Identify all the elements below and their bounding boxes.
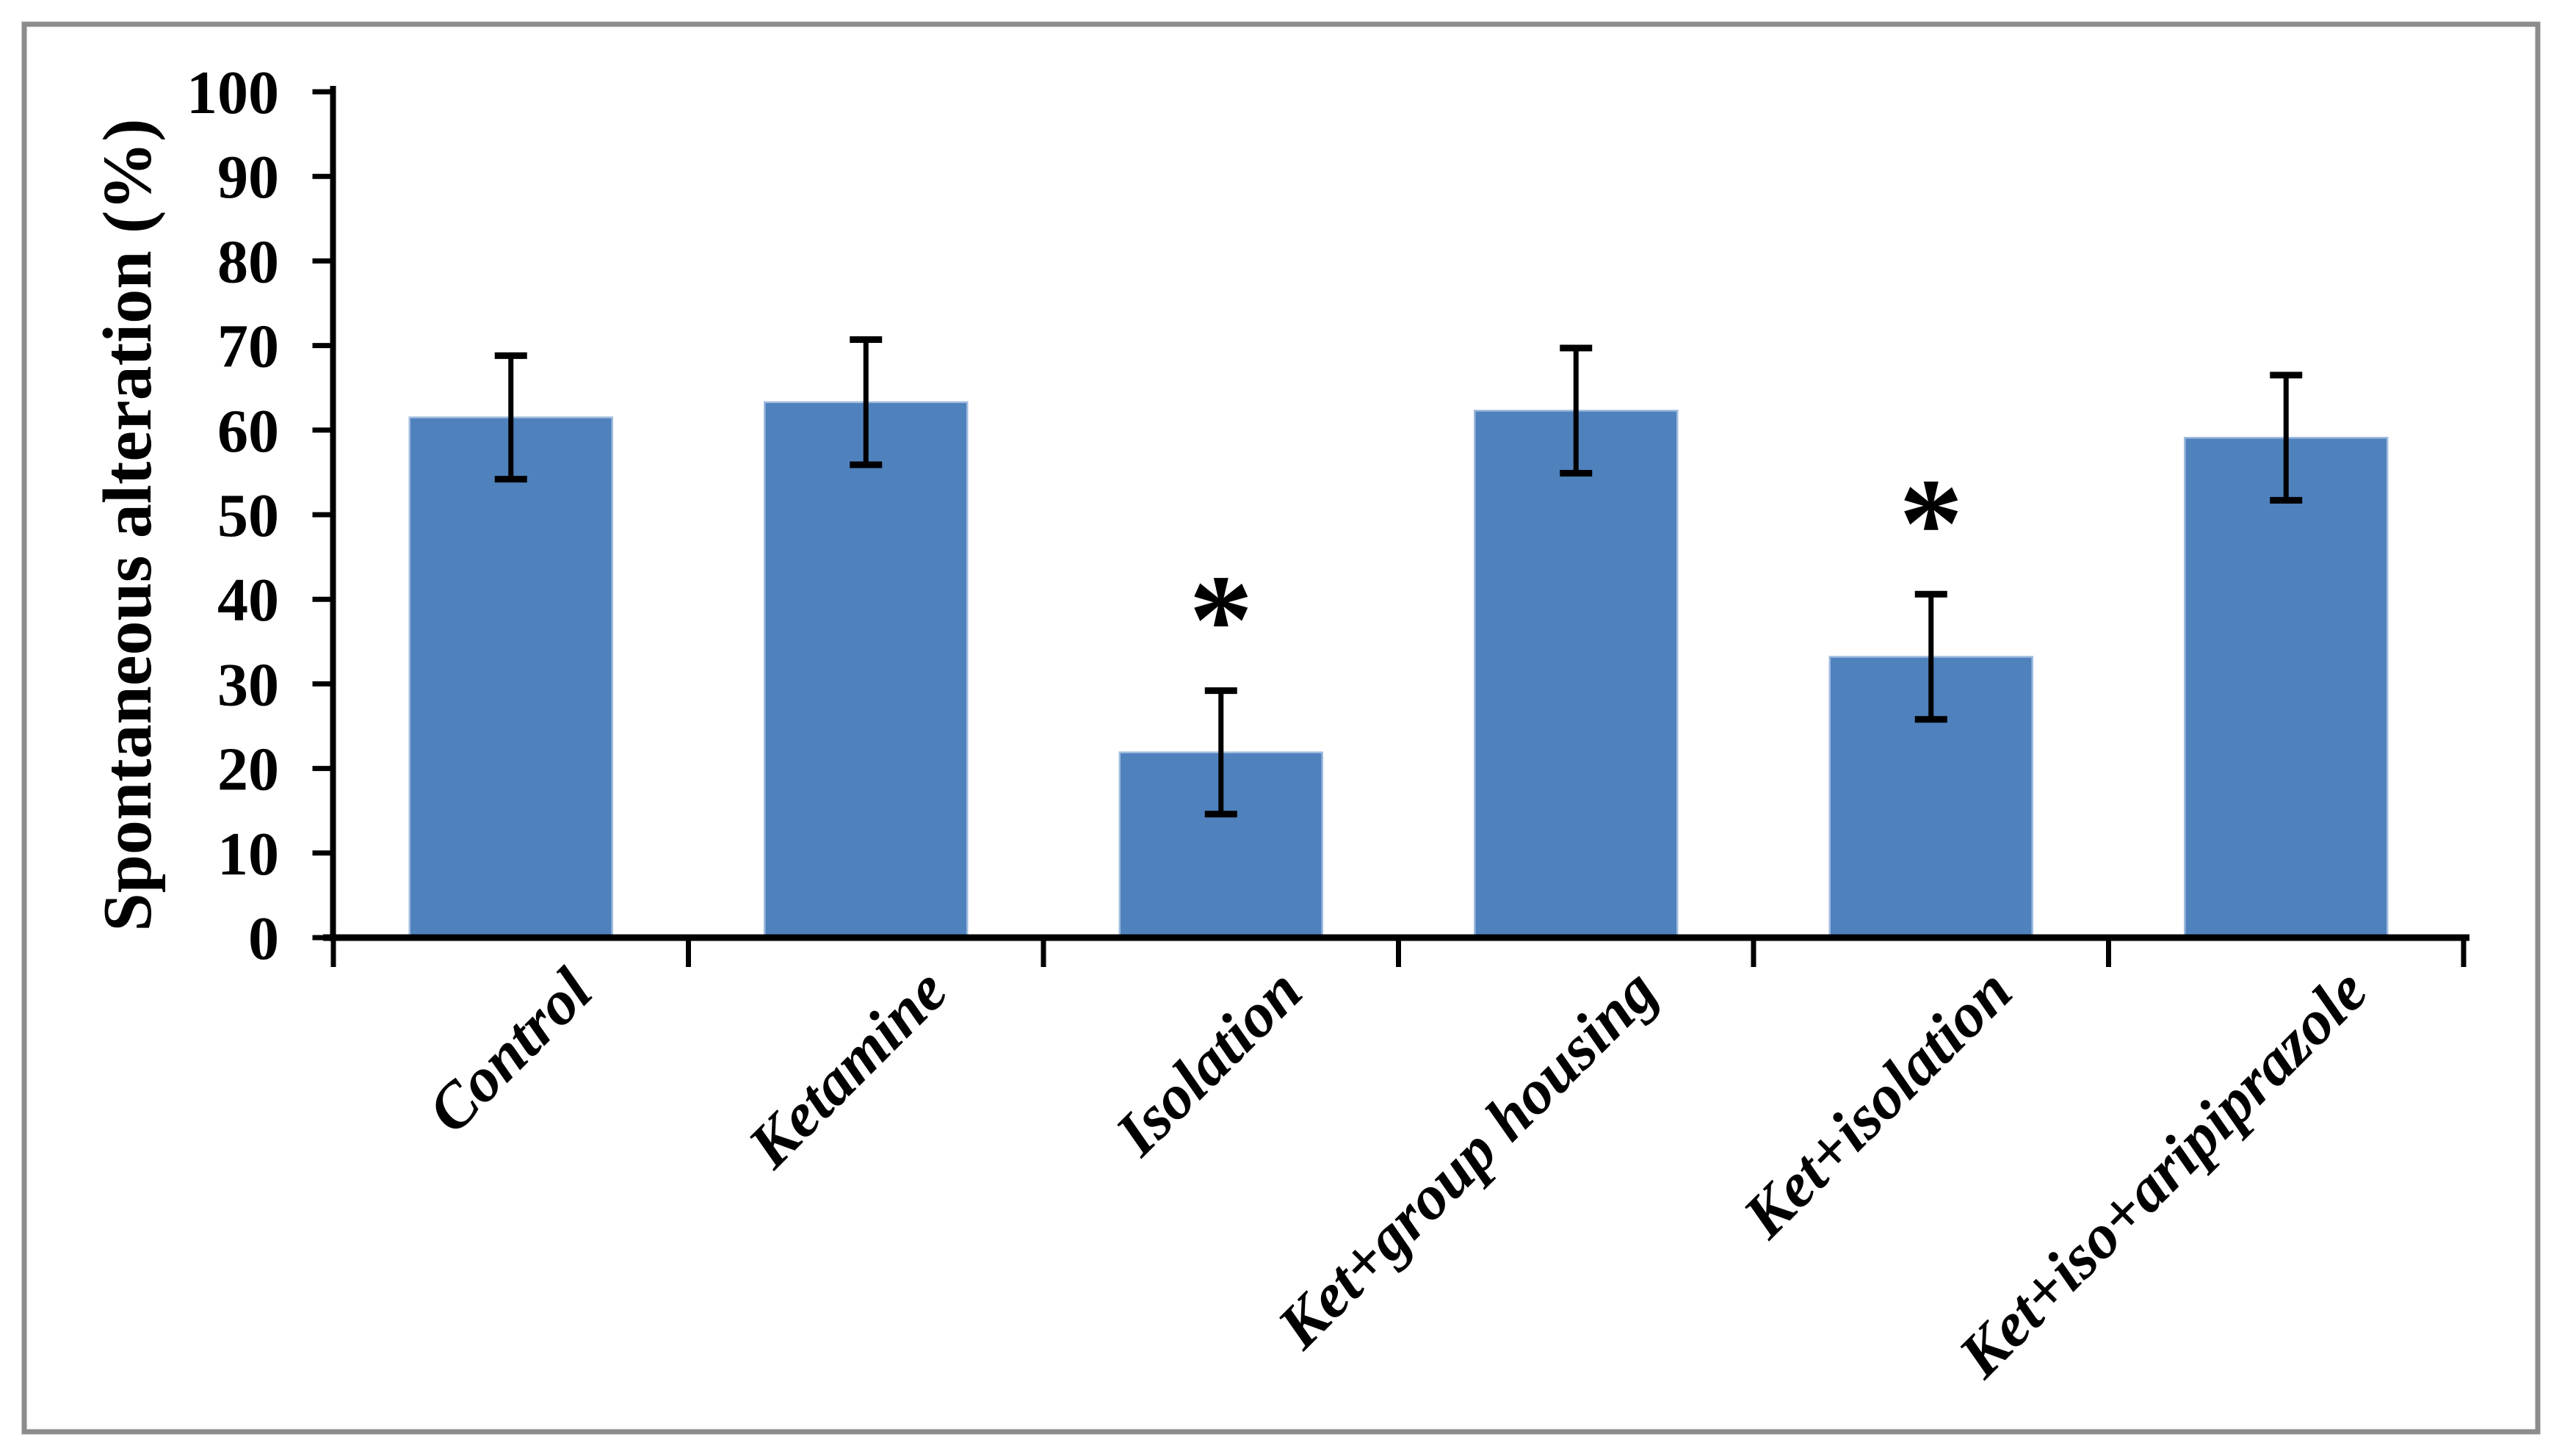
y-tick-label: 50 bbox=[217, 482, 279, 550]
y-tick-label: 70 bbox=[217, 313, 279, 381]
significance-asterisk: * bbox=[1189, 548, 1253, 691]
y-tick-label: 10 bbox=[217, 820, 279, 888]
y-tick-label: 40 bbox=[217, 566, 279, 634]
bar-ketamine bbox=[764, 401, 969, 939]
bar-ket-iso-aripiprazole bbox=[2184, 436, 2389, 939]
bar-ket-group-housing bbox=[1474, 410, 1679, 939]
y-tick-label: 90 bbox=[217, 143, 279, 211]
y-tick-label: 80 bbox=[217, 228, 279, 296]
figure-border bbox=[21, 21, 2541, 1435]
y-tick-label: 20 bbox=[217, 736, 279, 804]
y-tick-label: 100 bbox=[187, 59, 279, 127]
y-tick-label: 0 bbox=[248, 905, 279, 973]
y-axis-title: Spontaneous alteration (%) bbox=[90, 118, 166, 931]
bar-control bbox=[408, 416, 613, 939]
significance-asterisk: * bbox=[1899, 452, 1964, 594]
y-tick-label: 30 bbox=[217, 651, 279, 719]
y-tick-label: 60 bbox=[217, 397, 279, 466]
